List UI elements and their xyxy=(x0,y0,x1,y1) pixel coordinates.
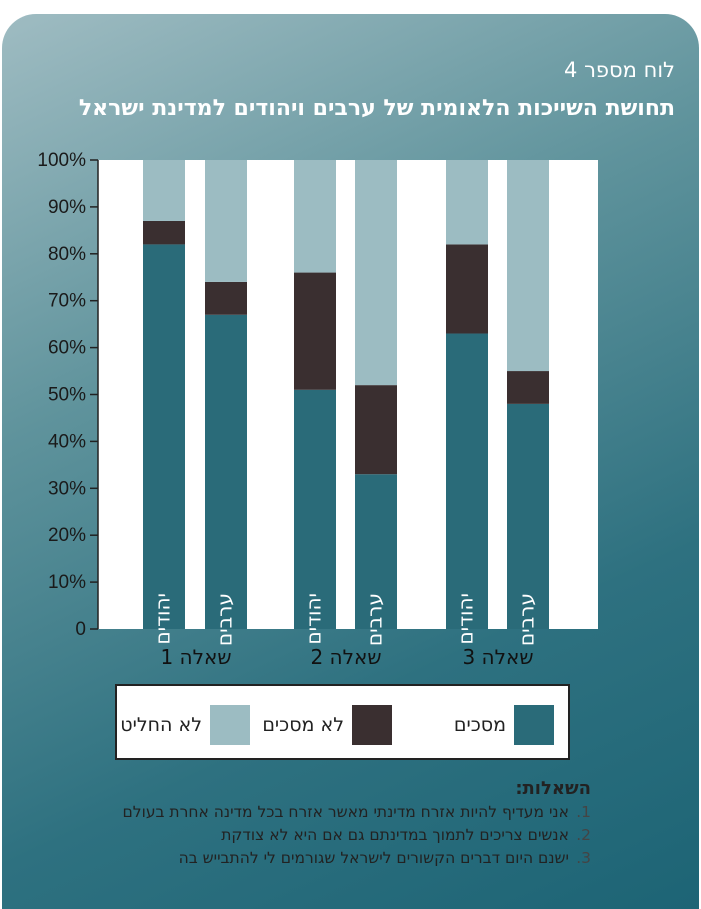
bar-segment-disagree xyxy=(446,244,488,334)
legend-label-undecided: לא החליט xyxy=(120,714,202,736)
y-tick-label: 40% xyxy=(48,431,86,452)
question-item-2: 2. אנשים צריכים לתמוך במדינתם גם אם היא ל… xyxy=(31,824,591,847)
legend-swatch-agree xyxy=(514,705,554,745)
y-tick-label: 30% xyxy=(48,478,86,499)
y-tick-label: 60% xyxy=(48,338,86,359)
y-tick-label: 10% xyxy=(48,572,86,593)
legend-item-disagree: לא מסכים xyxy=(262,705,392,745)
table-number-caption: לוח מספר 4 xyxy=(564,58,675,82)
y-tick-label: 50% xyxy=(48,385,86,406)
questions-section: השאלות: 1. אני מעדיף להיות אזרח מדינתי מא… xyxy=(31,778,592,870)
bar-segment-disagree xyxy=(355,385,397,475)
bar-label: ערבים xyxy=(213,593,237,646)
bar-segment-disagree xyxy=(205,281,247,315)
legend-label-disagree: לא מסכים xyxy=(262,714,344,736)
bar-segment-agree xyxy=(143,244,185,630)
bar-label: יהודים xyxy=(151,593,175,645)
question-item-3: 3. ישנם היום דברים הקשורים לישראל שגורמים… xyxy=(31,847,591,870)
bar-segment-agree xyxy=(294,389,336,629)
bar-label: ערבים xyxy=(363,593,387,646)
bar-segment-undecided xyxy=(143,160,185,221)
bar-segment-agree xyxy=(205,314,247,629)
bar-segment-agree xyxy=(355,474,397,629)
bar-segment-agree xyxy=(507,403,549,629)
question-number: 1. xyxy=(576,803,591,821)
legend-label-agree: מסכים xyxy=(453,714,506,736)
y-tick-label: 20% xyxy=(48,525,86,546)
y-tick-label: 90% xyxy=(48,197,86,218)
legend-swatch-undecided xyxy=(210,705,250,745)
questions-title: השאלות: xyxy=(515,778,591,799)
bar-segment-disagree xyxy=(143,220,185,245)
y-tick-label: 0 xyxy=(75,619,86,640)
bar-segment-undecided xyxy=(205,160,247,282)
bar-segment-undecided xyxy=(446,160,488,245)
group-label: שאלה 2 xyxy=(310,645,381,669)
bar-label: יהודים xyxy=(302,593,326,645)
legend-swatch-disagree xyxy=(352,705,392,745)
bar-segment-disagree xyxy=(294,272,336,390)
bar-segment-undecided xyxy=(294,160,336,273)
y-tick-label: 70% xyxy=(48,291,86,312)
y-tick-label: 80% xyxy=(48,244,86,265)
bar-segment-disagree xyxy=(507,371,549,404)
group-label: שאלה 1 xyxy=(160,645,231,669)
question-number: 3. xyxy=(576,849,591,867)
bar-segment-agree xyxy=(446,333,488,629)
bar-label: ערבים xyxy=(515,593,539,646)
y-tick-label: 100% xyxy=(37,150,86,171)
legend-item-undecided: לא החליט xyxy=(120,705,250,745)
group-label: שאלה 3 xyxy=(462,645,533,669)
legend-item-agree: מסכים xyxy=(454,705,554,745)
chart-legend: מסכים לא מסכים לא החליט xyxy=(115,684,570,760)
chart-title: תחושת השייכות הלאומית של ערבים ויהודים ל… xyxy=(78,96,675,121)
bar-segment-undecided xyxy=(507,160,549,372)
question-text: ישנם היום דברים הקשורים לישראל שגורמים ל… xyxy=(178,849,569,867)
question-number: 2. xyxy=(576,826,591,844)
question-item-1: 1. אני מעדיף להיות אזרח מדינתי מאשר אזרח … xyxy=(31,801,592,824)
bar-label: יהודים xyxy=(454,593,478,645)
question-text: אנשים צריכים לתמוך במדינתם גם אם היא לא … xyxy=(221,826,569,844)
bar-segment-undecided xyxy=(355,160,397,386)
question-text: אני מעדיף להיות אזרח מדינתי מאשר אזרח בכ… xyxy=(122,803,570,821)
